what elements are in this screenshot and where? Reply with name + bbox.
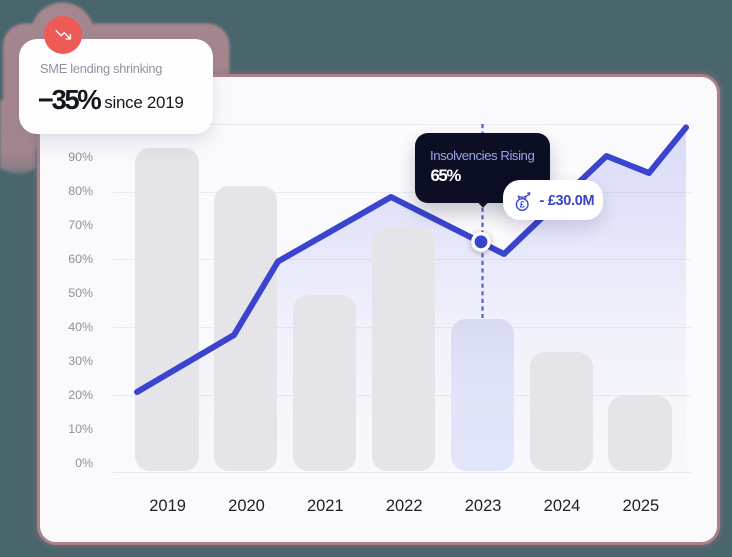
svg-text:£: £ [519,200,524,210]
